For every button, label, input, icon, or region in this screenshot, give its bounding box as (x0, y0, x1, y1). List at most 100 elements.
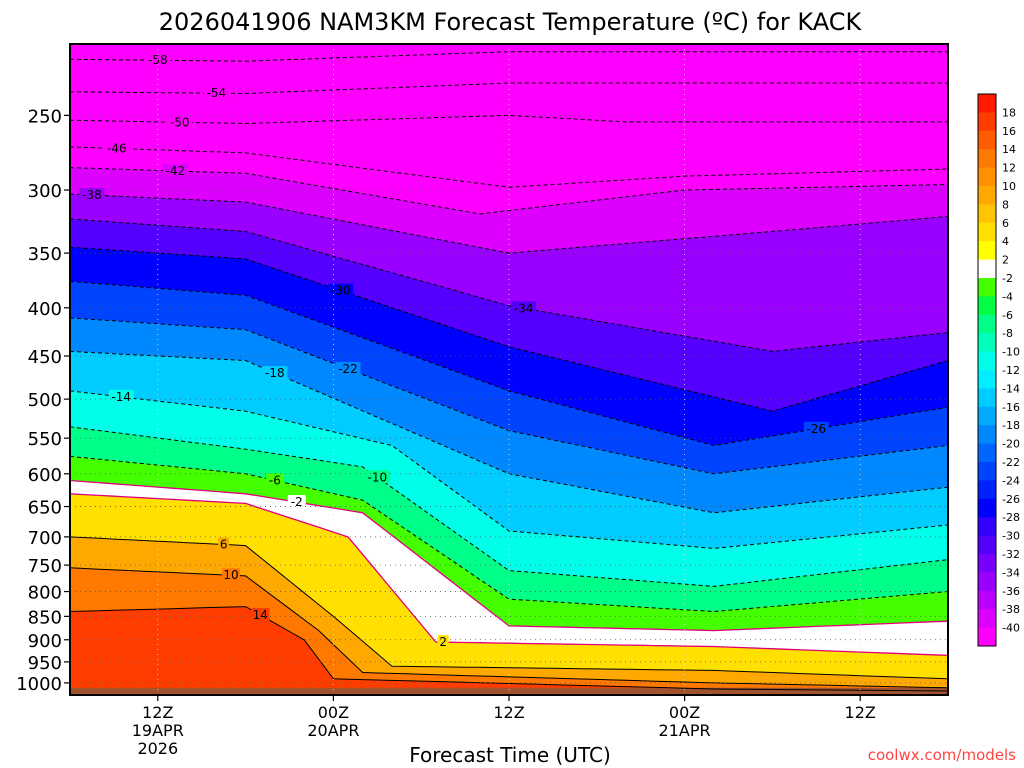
y-tick-label: 900 (28, 631, 62, 652)
y-tick-label: 950 (28, 653, 62, 674)
x-axis-label: Forecast Time (UTC) (409, 743, 611, 767)
contour-label-bg (287, 495, 306, 509)
contour-label: -30 (331, 284, 351, 298)
colorbar-label: -32 (1002, 548, 1020, 561)
ground-surface (70, 687, 948, 695)
contour-label: -42 (166, 164, 186, 178)
colorbar-swatch (978, 480, 996, 500)
x-tick-label: 2026 (137, 739, 178, 758)
x-tick-label: 00Z (318, 703, 349, 722)
contour-10 (70, 567, 948, 689)
contour-label: 14 (253, 608, 268, 622)
contour-label: -50 (170, 115, 190, 129)
contour-label: -54 (207, 86, 227, 100)
colorbar-label: -12 (1002, 364, 1020, 377)
contour-14 (70, 606, 948, 692)
colorbar-swatch (978, 222, 996, 242)
contour-label: -22 (338, 362, 358, 376)
colorbar-swatch (978, 425, 996, 445)
colorbar-label: 8 (1002, 198, 1009, 211)
colorbar-label: 4 (1002, 235, 1009, 248)
contour-label-bg (511, 301, 537, 315)
contour--46 (70, 146, 948, 188)
colorbar-swatch (978, 167, 996, 187)
colorbar-label: -8 (1002, 327, 1013, 340)
colorbar-label: 14 (1002, 143, 1016, 156)
watermark-text: coolwx.com/models (868, 746, 1016, 764)
colorbar-swatch (978, 627, 996, 647)
colorbar-label: -6 (1002, 309, 1013, 322)
contour-label-bg (328, 283, 354, 297)
colorbar-label: 12 (1002, 162, 1016, 175)
contour--18 (70, 350, 948, 514)
colorbar-legend: 18 16 14 12 10 8 6 4 2 -2 -4 -6 -8 -10 -12 -14 -16 -18 -20… (977, 93, 1020, 647)
contour-label-bg (104, 141, 130, 155)
colorbar-swatch (978, 112, 996, 132)
colorbar-swatch (978, 498, 996, 518)
colorbar-label: 2 (1002, 254, 1009, 267)
colorbar-swatch (978, 590, 996, 610)
contour-label-bg (218, 537, 230, 551)
contour-label-bg (803, 421, 829, 435)
colorbar-frame (977, 93, 997, 647)
contour-label: 2 (439, 635, 447, 649)
x-tick-label: 00Z (669, 703, 700, 722)
y-tick-label: 250 (28, 106, 62, 127)
colorbar-label: 18 (1002, 106, 1016, 119)
contour-label-bg (364, 470, 390, 484)
x-tick-label: 12Z (845, 703, 876, 722)
contour--22 (70, 317, 948, 475)
colorbar-swatch (978, 204, 996, 224)
contour-label: 6 (220, 537, 228, 551)
colorbar-swatch (978, 609, 996, 629)
colorbar-swatch (978, 333, 996, 353)
x-tick-label: 21APR (659, 721, 711, 740)
contour-label: 10 (223, 568, 238, 582)
grid-lines (70, 44, 948, 695)
contour--54 (70, 82, 948, 95)
colorbar-label: -30 (1002, 530, 1020, 543)
contour-2 (70, 493, 948, 657)
isotherm-contours: -58-54-50-46-42-38-34-30-26-22-18-14-10-… (70, 51, 948, 692)
contour-label-bg (437, 635, 449, 649)
contour-label: -2 (291, 495, 303, 509)
contour-label-bg (265, 473, 284, 487)
colorbar-swatch (978, 572, 996, 592)
x-tick-label: 12Z (142, 703, 173, 722)
y-tick-label: 650 (28, 498, 62, 519)
y-tick-label: 300 (28, 181, 62, 202)
colorbar-label: 6 (1002, 217, 1009, 230)
contour-label: -26 (806, 422, 826, 436)
colorbar-swatch (978, 462, 996, 481)
contour-label-bg (203, 86, 229, 100)
colorbar-swatch (978, 554, 996, 573)
colorbar-swatch (978, 388, 996, 408)
contour--10 (70, 426, 948, 587)
contour-label-bg (251, 607, 270, 621)
contour-label: -18 (265, 366, 285, 380)
contour-6 (70, 536, 948, 680)
colorbar-swatch (978, 149, 996, 169)
colorbar-label: -16 (1002, 401, 1020, 414)
y-tick-label: 550 (28, 429, 62, 450)
colorbar-label: 16 (1002, 125, 1016, 138)
y-axis: 250 300 350 400 450 500 550 600 650 700 750 800 850 9… (16, 106, 70, 695)
colorbar-label: -36 (1002, 585, 1020, 598)
contour-label: -38 (82, 188, 102, 202)
y-tick-label: 1000 (16, 674, 62, 695)
contour-label: -10 (367, 470, 387, 484)
contour--38 (70, 193, 948, 254)
colorbar-swatch (978, 351, 996, 371)
temperature-bands (70, 44, 948, 695)
y-tick-label: 800 (28, 583, 62, 604)
y-tick-label: 850 (28, 607, 62, 628)
colorbar-swatch (978, 241, 996, 261)
colorbar-swatch (978, 370, 996, 389)
colorbar-label: -28 (1002, 511, 1020, 524)
colorbar-label: -24 (1002, 474, 1020, 487)
contour--2 (70, 479, 948, 632)
colorbar-swatch (978, 259, 996, 279)
y-tick-label: 450 (28, 347, 62, 368)
y-tick-label: 400 (28, 299, 62, 320)
